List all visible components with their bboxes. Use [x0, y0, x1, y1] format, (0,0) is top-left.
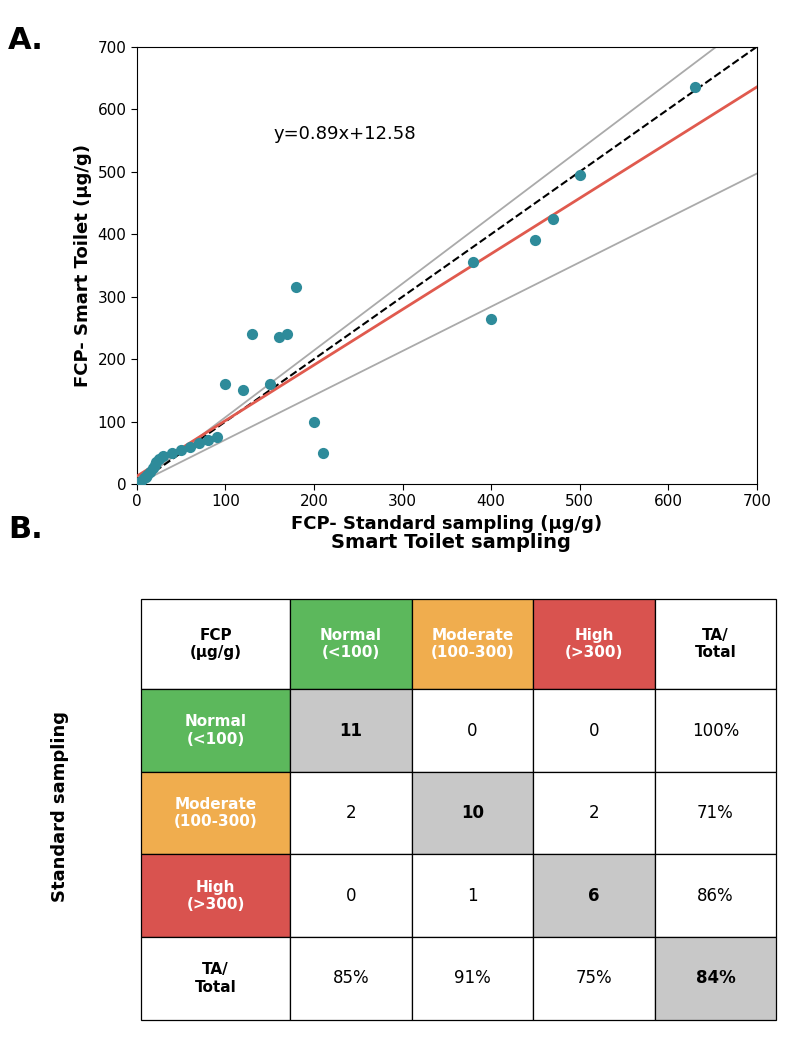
Point [148, 457, 161, 474]
Point [141, 466, 154, 483]
Point [467, 254, 480, 271]
Point [688, 79, 701, 96]
Point [272, 329, 285, 346]
Y-axis label: FCP- Smart Toilet (μg/g): FCP- Smart Toilet (μg/g) [74, 144, 92, 387]
Text: 1: 1 [467, 887, 478, 905]
Point [192, 435, 205, 452]
Point [210, 429, 223, 446]
Bar [654, 937, 776, 1020]
Point [152, 451, 166, 467]
Bar [141, 599, 291, 689]
Point [139, 468, 152, 485]
Text: 100%: 100% [691, 721, 739, 739]
Bar [412, 937, 533, 1020]
Point [143, 463, 156, 480]
Point [485, 310, 497, 327]
Bar [141, 855, 291, 937]
Point [175, 441, 188, 458]
Bar [654, 689, 776, 771]
Point [529, 232, 542, 249]
Text: Moderate
(100-300): Moderate (100-300) [174, 797, 258, 830]
Text: TA/
Total: TA/ Total [695, 628, 737, 660]
Bar [291, 937, 412, 1020]
Bar [141, 689, 291, 771]
Bar [412, 599, 533, 689]
Point [166, 445, 179, 461]
Text: Normal
(<100): Normal (<100) [184, 714, 246, 746]
Bar [412, 689, 533, 771]
Text: 86%: 86% [697, 887, 734, 905]
Bar [412, 855, 533, 937]
Point [201, 432, 214, 449]
Text: 71%: 71% [697, 804, 734, 822]
Text: Moderate
(100-300): Moderate (100-300) [431, 628, 514, 660]
Text: 75%: 75% [576, 969, 613, 988]
Text: TA/
Total: TA/ Total [195, 962, 237, 994]
Bar [533, 937, 654, 1020]
Text: 84%: 84% [696, 969, 735, 988]
Text: B.: B. [8, 515, 43, 544]
Point [308, 413, 320, 430]
Bar [141, 937, 291, 1020]
Text: 85%: 85% [332, 969, 369, 988]
Text: 6: 6 [588, 887, 600, 905]
Text: Standard sampling: Standard sampling [52, 711, 69, 903]
Text: FCP
(μg/g): FCP (μg/g) [190, 628, 242, 660]
Text: 11: 11 [340, 721, 362, 739]
Text: 0: 0 [467, 721, 478, 739]
Point [138, 469, 151, 486]
Bar [291, 599, 412, 689]
Text: Normal
(<100): Normal (<100) [320, 628, 382, 660]
Bar [533, 855, 654, 937]
Bar [291, 855, 412, 937]
Text: High
(>300): High (>300) [565, 628, 623, 660]
Text: y=0.89x+12.58: y=0.89x+12.58 [273, 125, 416, 144]
Bar [654, 599, 776, 689]
Text: 0: 0 [346, 887, 357, 905]
Point [237, 382, 250, 399]
Point [316, 445, 329, 461]
Bar [533, 689, 654, 771]
Point [135, 473, 148, 489]
Text: 10: 10 [461, 804, 484, 822]
Point [290, 279, 303, 296]
Point [573, 167, 586, 183]
Bar [141, 771, 291, 855]
Point [157, 448, 170, 464]
Point [246, 326, 258, 342]
Text: 2: 2 [345, 804, 357, 822]
Bar [291, 771, 412, 855]
Bar [654, 855, 776, 937]
Bar [291, 689, 412, 771]
Text: High
(>300): High (>300) [187, 880, 245, 912]
Text: A.: A. [8, 26, 44, 55]
Bar [533, 599, 654, 689]
Point [219, 376, 232, 392]
Point [150, 454, 163, 471]
Point [547, 210, 559, 227]
Text: 0: 0 [588, 721, 599, 739]
X-axis label: FCP- Standard sampling (μg/g): FCP- Standard sampling (μg/g) [291, 515, 602, 533]
Point [263, 376, 276, 392]
Bar [412, 771, 533, 855]
Text: 91%: 91% [454, 969, 491, 988]
Text: Smart Toilet sampling: Smart Toilet sampling [331, 533, 571, 552]
Point [281, 326, 294, 342]
Bar [533, 771, 654, 855]
Point [184, 438, 196, 455]
Bar [654, 771, 776, 855]
Text: 2: 2 [588, 804, 599, 822]
Point [147, 460, 159, 477]
